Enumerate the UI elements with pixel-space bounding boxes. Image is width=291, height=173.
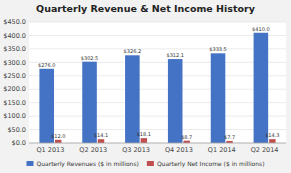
bar bbox=[211, 53, 226, 143]
y-tick-label: $200.0 bbox=[3, 85, 26, 93]
data-label: $326.2 bbox=[124, 48, 142, 54]
y-tick-label: $300.0 bbox=[3, 59, 26, 67]
grid-line bbox=[29, 62, 286, 63]
bar bbox=[98, 139, 104, 143]
grid-line bbox=[29, 35, 286, 36]
grid-line bbox=[29, 116, 286, 117]
x-tick-label: Q1 2014 bbox=[208, 146, 236, 154]
data-label: $12.0 bbox=[51, 133, 65, 139]
grid-line bbox=[29, 75, 286, 76]
data-label: $312.1 bbox=[166, 52, 184, 58]
bar bbox=[254, 33, 269, 143]
data-label: $333.5 bbox=[209, 46, 227, 52]
bar bbox=[82, 62, 97, 143]
grid-line bbox=[29, 22, 286, 23]
bar bbox=[141, 138, 147, 143]
legend: Quarterly Revenues ($ in millions) Quarte… bbox=[27, 160, 265, 168]
x-tick-label: Q1 2013 bbox=[36, 146, 64, 154]
data-labels: $276.0 $302.5 $326.2 $312.1 $333.5 $410.0 $12.… bbox=[38, 26, 280, 140]
y-tick-label: $450.0 bbox=[3, 18, 26, 26]
bars bbox=[39, 33, 275, 143]
data-label: $276.0 bbox=[38, 62, 56, 68]
legend-swatch bbox=[27, 161, 34, 166]
data-label: $14.3 bbox=[265, 132, 279, 138]
x-tick-label: Q2 2014 bbox=[251, 146, 279, 154]
y-tick-label: $0.0 bbox=[12, 139, 26, 147]
bar bbox=[55, 140, 61, 143]
y-tick-label: $350.0 bbox=[3, 45, 26, 53]
legend-label: Quarterly Net Income ($ in millions) bbox=[157, 160, 265, 168]
y-tick-label: $150.0 bbox=[3, 99, 26, 107]
grid-line bbox=[29, 143, 286, 144]
legend-label: Quarterly Revenues ($ in millions) bbox=[37, 160, 139, 168]
y-tick-label: $400.0 bbox=[3, 32, 26, 40]
chart: Quarterly Revenue & Net Income History $0… bbox=[0, 0, 291, 173]
data-label: $14.1 bbox=[94, 132, 108, 138]
bar bbox=[168, 59, 183, 143]
data-label: $18.1 bbox=[137, 131, 151, 137]
x-axis-line bbox=[29, 143, 286, 144]
grid-line bbox=[29, 89, 286, 90]
x-tick-label: Q3 2013 bbox=[122, 146, 150, 154]
grid-line bbox=[29, 129, 286, 130]
y-tick-label: $50.0 bbox=[7, 126, 26, 134]
background bbox=[0, 0, 291, 173]
y-tick-label: $100.0 bbox=[3, 112, 26, 120]
grid-line bbox=[29, 48, 286, 49]
x-tick-label: Q4 2013 bbox=[165, 146, 193, 154]
data-label: $7.7 bbox=[224, 134, 235, 140]
x-tick-label: Q2 2013 bbox=[79, 146, 107, 154]
data-label: $410.0 bbox=[252, 26, 270, 32]
data-label: $302.5 bbox=[81, 55, 99, 61]
grid-line bbox=[29, 102, 286, 103]
bar bbox=[125, 55, 140, 143]
data-label: $8.7 bbox=[181, 134, 192, 140]
bar bbox=[269, 139, 275, 143]
legend-swatch bbox=[147, 161, 154, 166]
title: Quarterly Revenue & Net Income History bbox=[36, 3, 256, 14]
y-tick-label: $250.0 bbox=[3, 72, 26, 80]
plot-area bbox=[29, 22, 286, 143]
